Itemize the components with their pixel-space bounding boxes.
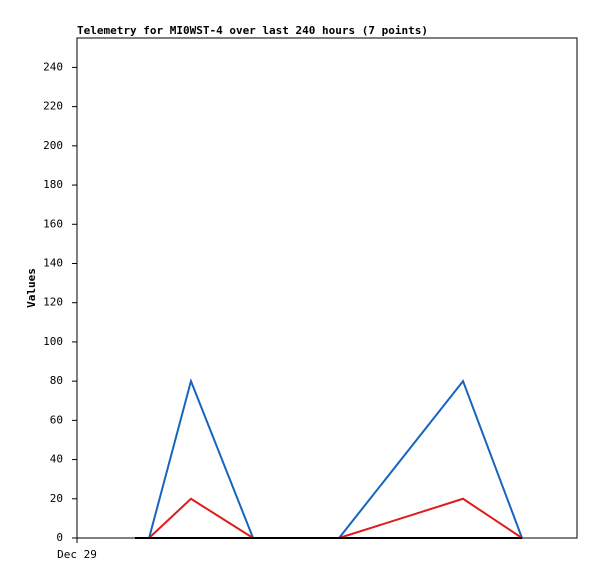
y-tick-label: 120 (43, 296, 63, 309)
y-tick-label: 60 (50, 413, 63, 426)
y-tick-label: 0 (56, 531, 63, 544)
y-tick-label: 40 (50, 453, 63, 466)
y-tick-label: 180 (43, 178, 63, 191)
y-axis-label: Values (25, 268, 38, 308)
y-tick-label: 160 (43, 217, 63, 230)
y-tick-label: 100 (43, 335, 63, 348)
y-tick-label: 20 (50, 492, 63, 505)
y-tick-label: 140 (43, 256, 63, 269)
y-tick-label: 240 (43, 60, 63, 73)
y-tick-label: 220 (43, 100, 63, 113)
x-tick-label: Dec 29 (57, 548, 97, 561)
chart-title: Telemetry for MI0WST-4 over last 240 hou… (77, 24, 428, 37)
y-tick-label: 200 (43, 139, 63, 152)
y-tick-label: 80 (50, 374, 63, 387)
